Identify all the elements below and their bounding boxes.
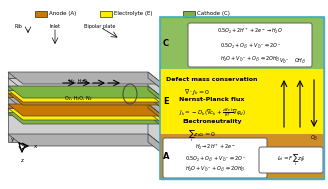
Text: $H_2O+V_O^{\bullet\bullet}+O_O^\bullet \Leftrightarrow 2OH_O^\bullet$: $H_2O+V_O^{\bullet\bullet}+O_O^\bullet \…: [185, 164, 245, 174]
Text: $\nabla \cdot J_k = 0$: $\nabla \cdot J_k = 0$: [184, 87, 210, 97]
Text: $0.5O_2+2H^++2e^- \rightarrow H_2O$: $0.5O_2+2H^++2e^- \rightarrow H_2O$: [217, 26, 283, 36]
Text: Electrolyte (E): Electrolyte (E): [114, 11, 153, 15]
Polygon shape: [8, 108, 163, 120]
Polygon shape: [8, 104, 163, 116]
Text: Bipolar plate: Bipolar plate: [84, 24, 116, 29]
Text: $I_{el} = F\sum_i z_i J_i$: $I_{el} = F\sum_i z_i J_i$: [277, 152, 305, 168]
Polygon shape: [8, 112, 148, 115]
Text: H₂, H₂O: H₂, H₂O: [69, 79, 87, 84]
Polygon shape: [148, 104, 163, 120]
Text: $0.5O_2+O_O^\bullet+V_O^{\bullet\bullet} \Leftrightarrow 2O^\bullet$: $0.5O_2+O_O^\bullet+V_O^{\bullet\bullet}…: [185, 154, 245, 164]
Polygon shape: [8, 109, 163, 121]
Text: $H_2 \rightarrow 2H^++2e^-$: $H_2 \rightarrow 2H^++2e^-$: [195, 142, 236, 152]
Polygon shape: [8, 112, 163, 124]
Polygon shape: [148, 109, 163, 146]
Text: $OH_O^\bullet$: $OH_O^\bullet$: [294, 56, 306, 66]
Polygon shape: [8, 90, 163, 102]
Polygon shape: [8, 104, 148, 108]
Polygon shape: [8, 86, 163, 98]
Text: Nernst-Planck flux: Nernst-Planck flux: [179, 97, 245, 102]
Polygon shape: [8, 134, 148, 142]
FancyBboxPatch shape: [160, 134, 324, 179]
Text: Anode (A): Anode (A): [49, 11, 76, 15]
Text: $J_k = -D_k(\nabla c_k + \frac{z_k F c_k}{RT}\nabla\varphi_d)$: $J_k = -D_k(\nabla c_k + \frac{z_k F c_k…: [178, 107, 245, 119]
Text: y: y: [11, 136, 14, 142]
Polygon shape: [8, 97, 148, 104]
FancyBboxPatch shape: [259, 147, 323, 173]
Text: Electroneutrality: Electroneutrality: [182, 119, 242, 124]
Polygon shape: [8, 93, 148, 97]
Text: O₂, H₂O, N₂: O₂, H₂O, N₂: [65, 96, 91, 101]
Polygon shape: [148, 134, 163, 154]
Polygon shape: [8, 108, 148, 112]
Polygon shape: [8, 86, 148, 90]
Text: Inlet: Inlet: [50, 24, 60, 29]
Polygon shape: [148, 97, 163, 116]
Bar: [183, 11, 195, 17]
Polygon shape: [148, 78, 163, 98]
Polygon shape: [8, 78, 163, 90]
Polygon shape: [8, 78, 148, 86]
Polygon shape: [148, 90, 163, 105]
Text: $0.5O_2+O_O^\bullet+V_O^{\bullet\bullet} \Leftrightarrow 2O^\bullet$: $0.5O_2+O_O^\bullet+V_O^{\bullet\bullet}…: [220, 41, 280, 51]
Text: .: .: [22, 143, 24, 147]
Text: z: z: [21, 158, 23, 163]
Text: $\sum_i z_i c_i = 0$: $\sum_i z_i c_i = 0$: [188, 128, 216, 144]
Polygon shape: [8, 134, 163, 146]
Text: x: x: [34, 143, 37, 149]
Polygon shape: [8, 109, 148, 134]
Text: C: C: [163, 39, 169, 47]
FancyBboxPatch shape: [160, 17, 324, 179]
Text: E: E: [163, 97, 169, 106]
Polygon shape: [148, 93, 163, 109]
Bar: [35, 11, 47, 17]
Text: $O_O^\bullet$: $O_O^\bullet$: [310, 133, 318, 143]
Polygon shape: [8, 72, 148, 78]
FancyBboxPatch shape: [160, 17, 324, 69]
Text: $V_O^{\bullet\bullet}$: $V_O^{\bullet\bullet}$: [279, 56, 289, 66]
Text: Rib: Rib: [14, 24, 22, 29]
Polygon shape: [8, 90, 148, 93]
FancyBboxPatch shape: [163, 138, 267, 178]
FancyBboxPatch shape: [160, 69, 324, 134]
Polygon shape: [8, 97, 163, 109]
Bar: [100, 11, 112, 17]
FancyBboxPatch shape: [188, 23, 312, 67]
Polygon shape: [148, 108, 163, 124]
Text: A: A: [163, 152, 169, 161]
Text: Defect mass conservation: Defect mass conservation: [166, 77, 258, 82]
Polygon shape: [8, 93, 163, 105]
Polygon shape: [148, 112, 163, 127]
Text: Cathode (C): Cathode (C): [197, 11, 230, 15]
Polygon shape: [148, 86, 163, 102]
Polygon shape: [148, 72, 163, 90]
Text: $H_2O+V_O^{\bullet\bullet}+O_O^\bullet \Leftrightarrow 2OH_O^\bullet$: $H_2O+V_O^{\bullet\bullet}+O_O^\bullet \…: [220, 54, 280, 64]
Polygon shape: [8, 72, 163, 84]
